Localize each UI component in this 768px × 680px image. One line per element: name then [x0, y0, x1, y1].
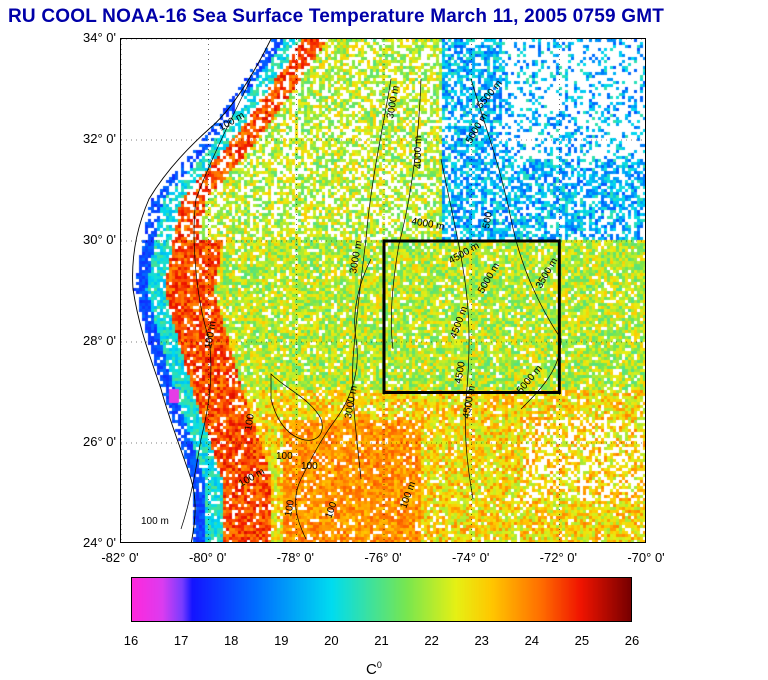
- lon-label: -70° 0': [627, 550, 665, 565]
- contour-label: 500: [481, 211, 495, 230]
- contour-label: 100: [301, 461, 318, 472]
- coastline-florida-georgia: [132, 39, 272, 542]
- colorbar-tick: 23: [474, 633, 489, 648]
- contour-label: 5500 m: [475, 78, 505, 111]
- contour-label: 100 m: [217, 110, 247, 133]
- lat-label: 34° 0': [83, 30, 116, 45]
- contour-5000m: [470, 78, 562, 410]
- contour-label: 4500 m: [447, 240, 481, 266]
- contour-label: 3000 m: [385, 85, 402, 120]
- contour-label: 100 m: [398, 480, 418, 510]
- contour-label: 100: [243, 413, 257, 432]
- colorbar-tick: 20: [324, 633, 339, 648]
- temperature-colorbar: [131, 577, 632, 622]
- contour-label: 4000 m: [410, 216, 445, 233]
- lon-label: -82° 0': [101, 550, 139, 565]
- coastline: [132, 39, 272, 542]
- lat-label: 30° 0': [83, 232, 116, 247]
- contour-bahamas-inner: [270, 373, 323, 441]
- lon-label: -80° 0': [189, 550, 227, 565]
- bathymetry-contours: [180, 78, 562, 540]
- contour-4000m: [391, 78, 422, 350]
- contour-label: 4500 m: [448, 305, 470, 340]
- colorbar-tick: 21: [374, 633, 389, 648]
- unit-superscript: 0: [376, 660, 382, 670]
- lat-label: 28° 0': [83, 333, 116, 348]
- study-region-box: [382, 239, 561, 394]
- contour-label: 100: [323, 500, 339, 520]
- contour-3000m: [352, 78, 392, 480]
- lon-label: -74° 0': [452, 550, 490, 565]
- lon-label: -72° 0': [539, 550, 577, 565]
- colorbar-tick: 18: [223, 633, 239, 648]
- lat-label: 24° 0': [83, 535, 116, 550]
- contour-100m-east: [180, 78, 252, 530]
- colorbar-tick: 19: [274, 633, 289, 648]
- colorbar-tick: 16: [123, 633, 139, 648]
- unit-text: C: [366, 661, 377, 678]
- contour-label: 5000 m: [476, 261, 502, 295]
- contour-label: 4500 m: [461, 385, 478, 420]
- colorbar-tick: 22: [424, 633, 439, 648]
- colorbar-tick: 24: [524, 633, 540, 648]
- colorbar-tick: 25: [574, 633, 590, 648]
- lon-label: -78° 0': [276, 550, 314, 565]
- map-overlay: 100 m 100 m 100 m 100 m 100 100 100 100 3000 m 30…: [121, 39, 645, 542]
- colorbar-unit-label: C0: [366, 660, 382, 678]
- contour-label: 100: [276, 451, 293, 462]
- lon-label: -76° 0': [364, 550, 402, 565]
- lat-label: 26° 0': [83, 434, 116, 449]
- contour-label: 3000 m: [343, 385, 360, 420]
- graticule: [121, 39, 645, 542]
- contour-bahamas: [295, 258, 372, 540]
- contour-label: 100 m: [237, 466, 267, 489]
- sst-map[interactable]: 100 m 100 m 100 m 100 m 100 100 100 100 3000 m 30…: [120, 38, 646, 543]
- contour-label: 4500: [453, 360, 468, 384]
- contour-label: 100 m: [141, 516, 169, 527]
- lat-label: 32° 0': [83, 131, 116, 146]
- colorbar-tick: 26: [624, 633, 640, 648]
- contour-label: 4000 m: [413, 136, 424, 169]
- contour-label: 100 m: [203, 320, 219, 349]
- page-title: RU COOL NOAA-16 Sea Surface Temperature …: [8, 6, 665, 27]
- contour-label: 3500 m: [534, 256, 560, 290]
- contour-4500m: [440, 158, 474, 500]
- contour-label: 100: [283, 499, 297, 518]
- colorbar-tick: 17: [173, 633, 189, 648]
